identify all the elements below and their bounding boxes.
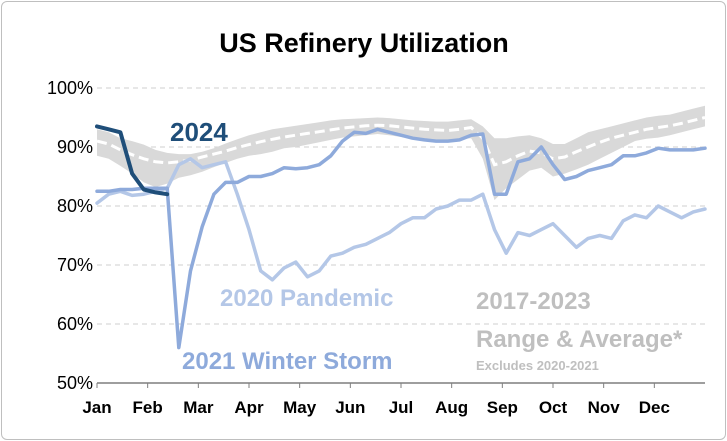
series-label-2024: 2024 (170, 117, 228, 147)
y-tick-label: 90% (57, 137, 93, 157)
x-tick-label: Mar (183, 398, 214, 417)
x-tick-label: Feb (133, 398, 163, 417)
series-label-2021-winter-storm: 2021 Winter Storm (182, 348, 393, 375)
range-average-line (96, 116, 706, 167)
chart-title: US Refinery Utilization (219, 28, 509, 58)
series-labels: 2024 2020 Pandemic 2021 Winter Storm 201… (170, 117, 683, 375)
x-tick-label: Sep (487, 398, 518, 417)
series-lines (95, 124, 707, 350)
range-label-desc: Range & Average* (476, 326, 683, 353)
x-axis-ticks: Jan Feb Mar Apr May Jun Jul Aug Sep Oct Nov Dec (82, 383, 670, 417)
series-label-2020-pandemic: 2020 Pandemic (220, 285, 393, 312)
x-tick-label: Oct (539, 398, 568, 417)
y-tick-label: 100% (47, 78, 93, 98)
y-tick-label: 60% (57, 314, 93, 334)
x-tick-label: Dec (639, 398, 670, 417)
range-label-years: 2017-2023 (476, 288, 591, 315)
y-tick-label: 80% (57, 196, 93, 216)
range-band-area (97, 105, 705, 201)
y-tick-label: 50% (57, 373, 93, 393)
x-tick-label: Aug (435, 398, 468, 417)
y-axis-ticks: 50% 60% 70% 80% 90% 100% (47, 78, 93, 393)
x-tick-label: May (283, 398, 317, 417)
range-label-note: Excludes 2020-2021 (476, 358, 599, 373)
x-tick-label: Jul (389, 398, 414, 417)
series-line-2021-winter-storm (95, 127, 707, 350)
x-tick-label: Nov (588, 398, 621, 417)
x-tick-label: Jun (335, 398, 365, 417)
series-line-2024 (95, 124, 170, 197)
x-tick-label: Jan (82, 398, 111, 417)
y-tick-label: 70% (57, 255, 93, 275)
series-line-2020-pandemic (95, 157, 707, 282)
range-band (96, 105, 706, 201)
x-tick-label: Apr (234, 398, 264, 417)
